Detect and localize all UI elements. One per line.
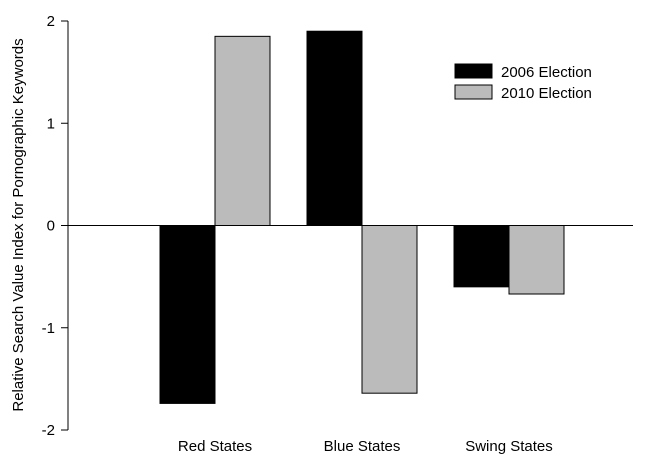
y-tick-label: 1 — [47, 115, 55, 132]
plot-area: -2 -1 0 1 2 Red States Blue States Swing States — [42, 13, 633, 455]
bar-2010-election — [214, 35, 271, 227]
x-category-label: Red States — [178, 438, 252, 455]
legend-label: 2010 Election — [501, 85, 592, 102]
y-tick-label: -1 — [42, 320, 55, 337]
legend-swatch — [454, 84, 493, 100]
legend: 2006 Election 2010 Election — [454, 63, 592, 102]
bar-2006-election — [453, 225, 510, 288]
x-category-label: Swing States — [465, 438, 553, 455]
bar-2006-election — [159, 225, 216, 404]
bar-2010-election — [508, 225, 565, 295]
legend-label: 2006 Election — [501, 64, 592, 81]
bar-2006-election — [306, 30, 363, 226]
y-tick-label: 0 — [47, 218, 55, 235]
y-tick-label: -2 — [42, 422, 55, 439]
y-tick-label: 2 — [47, 13, 55, 30]
x-category-label: Blue States — [324, 438, 401, 455]
legend-swatch — [454, 63, 493, 79]
bar-2010-election — [361, 225, 418, 394]
y-axis-title: Relative Search Value Index for Pornogra… — [10, 38, 27, 411]
